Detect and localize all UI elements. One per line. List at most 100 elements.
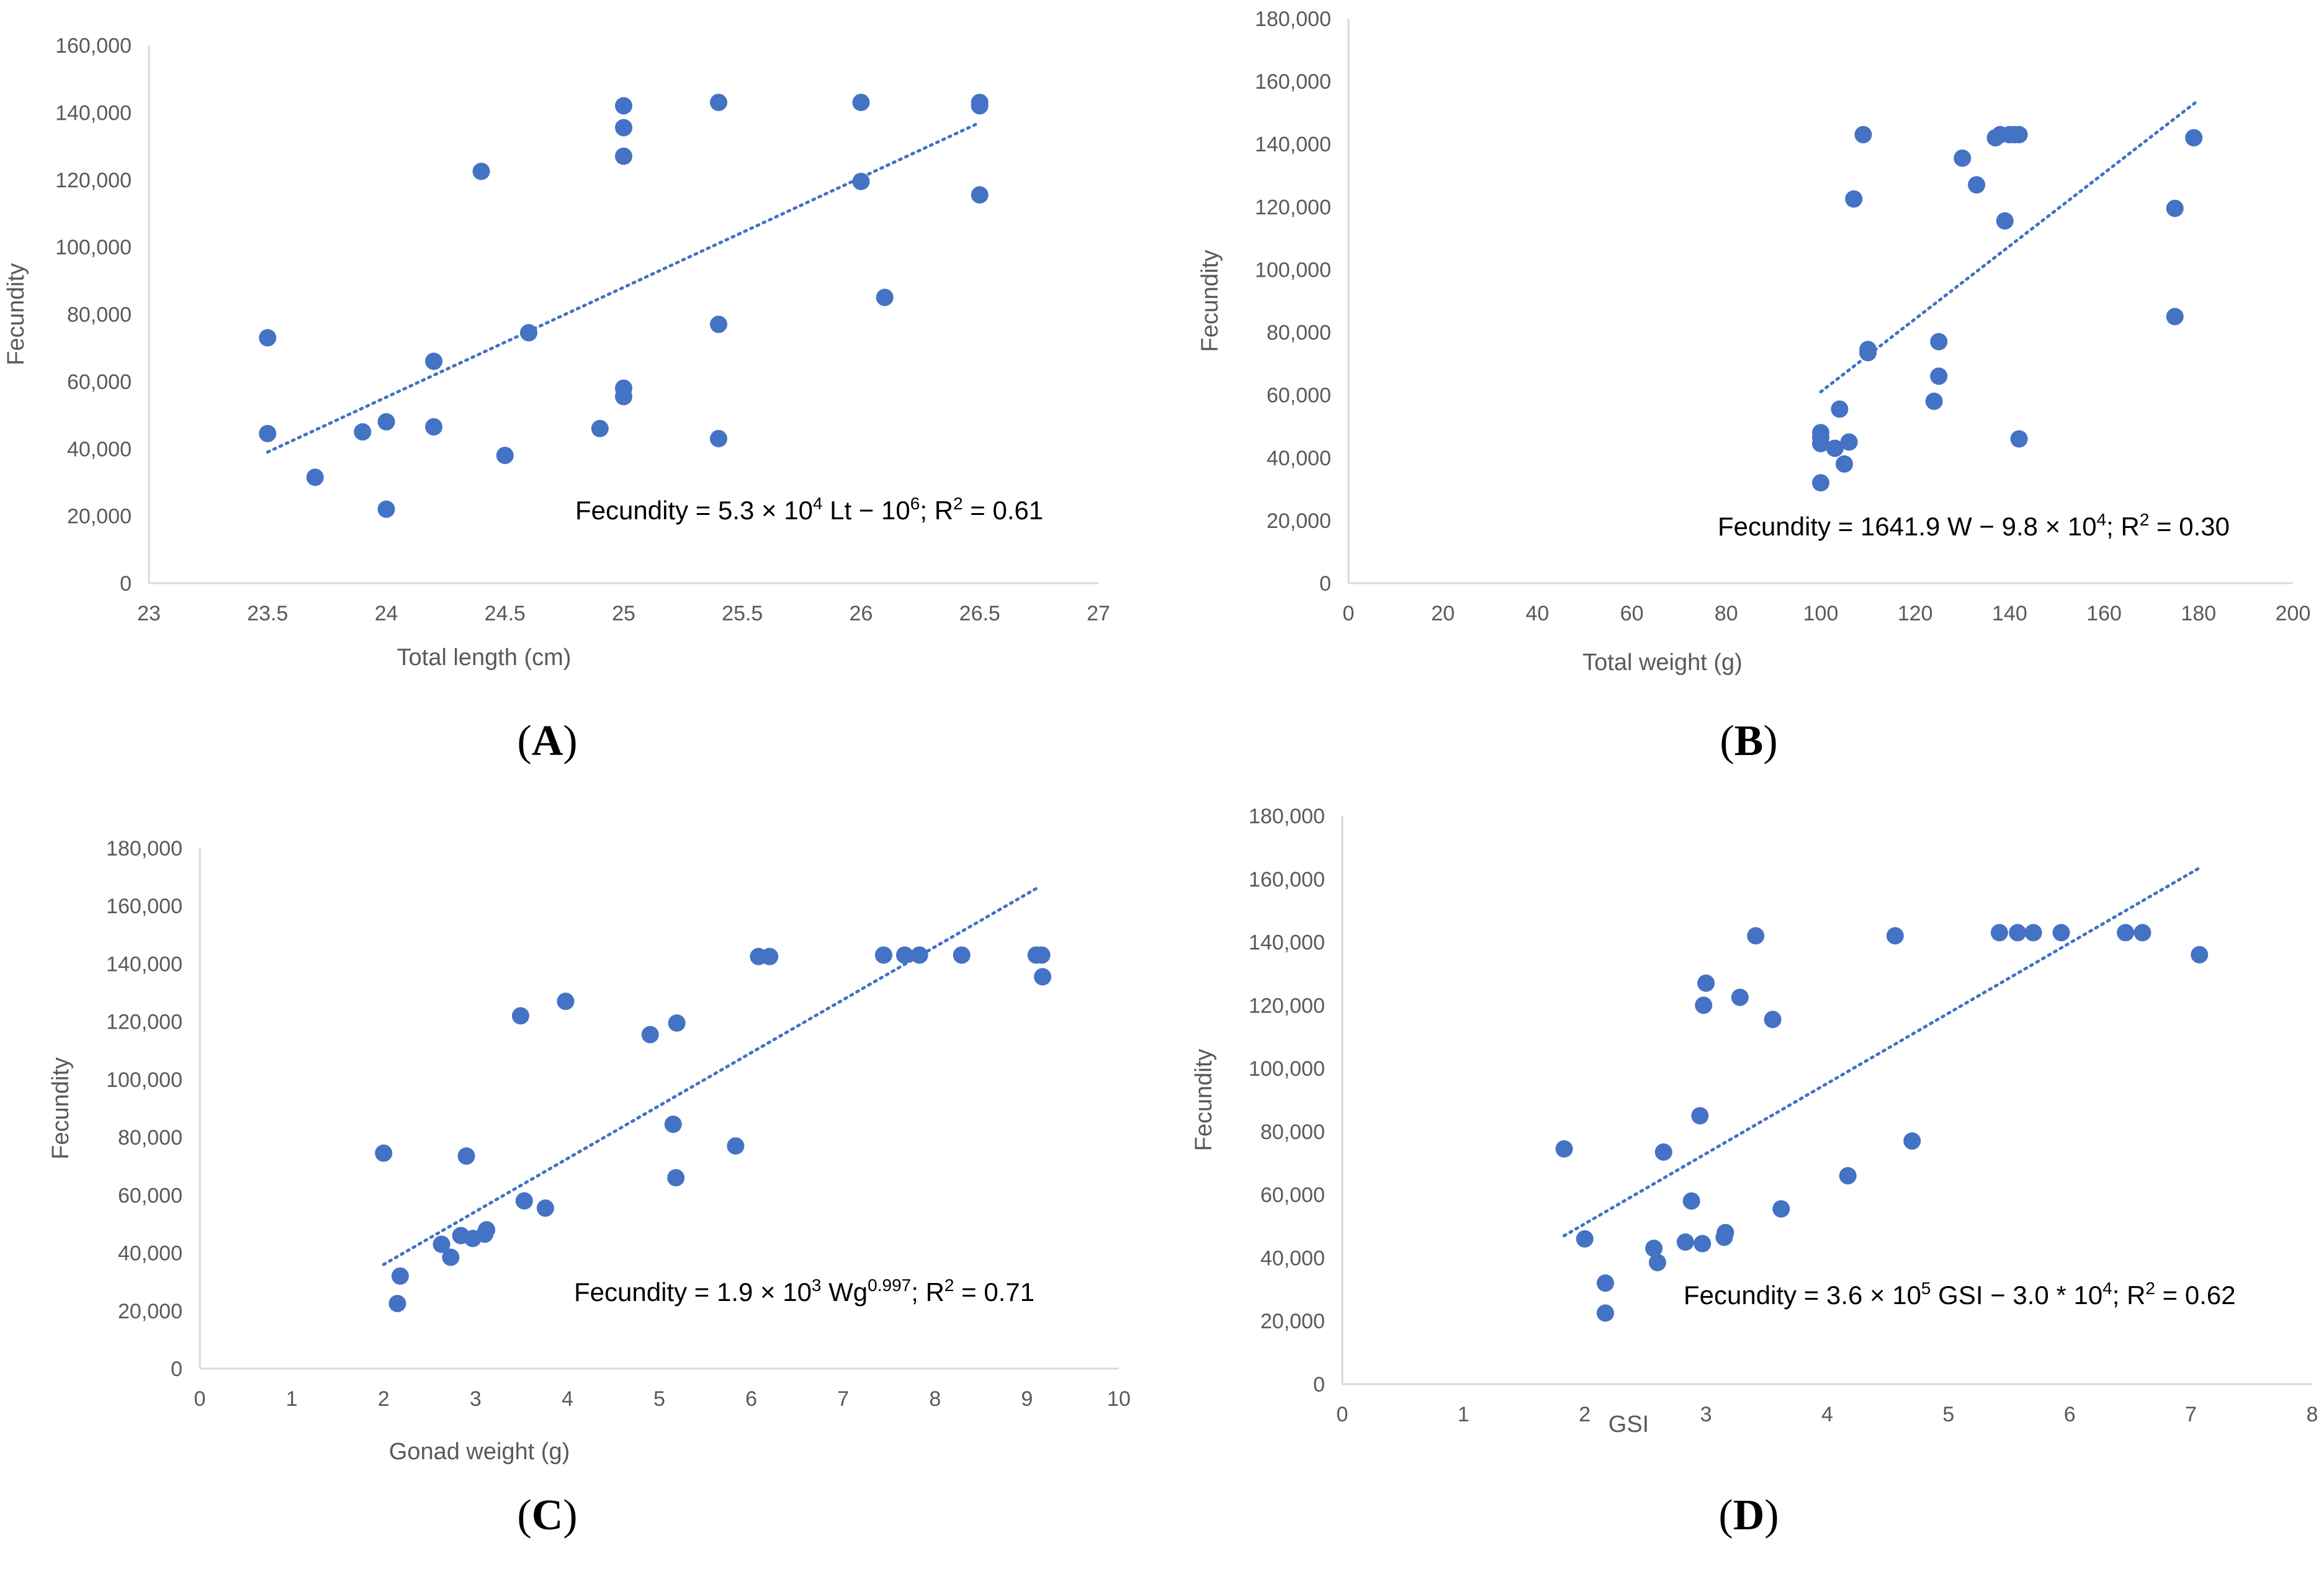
- data-point: [1812, 474, 1829, 492]
- data-point: [1731, 988, 1749, 1006]
- chart-panel-b: 0 20,000 40,000 60,000 80,000 100,000 120,000 1…: [1197, 7, 2310, 765]
- y-tick-label: 140,000: [106, 952, 182, 976]
- data-point: [511, 1007, 529, 1025]
- y-tick-label: 120,000: [55, 169, 132, 192]
- x-tick-label: 140: [1992, 602, 2027, 625]
- x-tick-label: 10: [1107, 1387, 1131, 1411]
- regression-equation: Fecundity = 1.9 × 103 Wg0.997; R2 = 0.71: [574, 1276, 1034, 1307]
- y-tick-label: 160,000: [1249, 868, 1325, 892]
- data-point: [874, 946, 892, 964]
- data-point: [1682, 1192, 1700, 1210]
- panel-paren: ): [563, 717, 577, 765]
- equation-text: = 0.30: [2149, 512, 2230, 541]
- data-point: [1854, 126, 1872, 144]
- equation-text: GSI − 3.0 * 10: [1931, 1281, 2103, 1310]
- x-axis-title: Gonad weight (g): [389, 1439, 570, 1465]
- data-point: [971, 97, 989, 115]
- y-tick-label: 0: [1319, 572, 1331, 596]
- trendline: [382, 887, 1038, 1266]
- x-tick-label: 80: [1715, 602, 1738, 625]
- regression-equation: Fecundity = 5.3 × 104 Lt − 106; R2 = 0.6…: [575, 494, 1043, 525]
- x-tick-label: 9: [1021, 1387, 1033, 1411]
- x-tick-label: 23.5: [247, 602, 288, 625]
- data-point: [1903, 1132, 1921, 1150]
- panel-paren: (: [517, 1491, 531, 1539]
- data-point: [2024, 924, 2042, 942]
- equation-text: Fecundity = 3.6 × 10: [1684, 1281, 1921, 1310]
- panel-paren: ): [563, 1491, 577, 1539]
- equation-superscript: 4: [2102, 1279, 2112, 1298]
- y-tick-label: 20,000: [67, 505, 132, 529]
- y-tick-label: 120,000: [106, 1011, 182, 1034]
- y-tick-label: 180,000: [106, 837, 182, 860]
- data-point: [710, 315, 727, 333]
- x-tick-label: 7: [837, 1387, 849, 1411]
- data-point: [515, 1192, 533, 1210]
- x-tick-label: 8: [2307, 1403, 2318, 1426]
- panel-label: (B): [1720, 717, 1777, 765]
- equation-text: Wg: [822, 1277, 868, 1307]
- x-tick-label: 1: [1458, 1403, 1469, 1426]
- data-point: [1033, 946, 1051, 964]
- data-point: [910, 946, 928, 964]
- x-axis-title: GSI: [1608, 1411, 1649, 1437]
- x-tick-label: 23: [137, 602, 161, 625]
- y-tick-label: 80,000: [118, 1126, 182, 1150]
- data-point: [536, 1199, 554, 1217]
- chart-panel-c: 0 20,000 40,000 60,000 80,000 100,000 120,000 1…: [48, 837, 1131, 1539]
- data-point: [1691, 1107, 1709, 1125]
- data-point: [2191, 945, 2209, 963]
- data-point: [1596, 1304, 1614, 1322]
- data-point: [433, 1235, 451, 1253]
- equation-text: Fecundity = 5.3 × 10: [575, 496, 813, 525]
- data-point: [354, 423, 372, 441]
- y-tick-label: 20,000: [1267, 509, 1331, 533]
- equation-text: ; R: [911, 1277, 944, 1307]
- y-tick-label: 0: [171, 1357, 182, 1381]
- x-tick-label: 180: [2181, 602, 2216, 625]
- data-point: [1836, 455, 1854, 473]
- y-tick-label: 120,000: [1255, 195, 1331, 219]
- y-axis-title: Fecundity: [1197, 250, 1223, 352]
- panel-paren: ): [1764, 1491, 1779, 1539]
- y-tick-label: 120,000: [1249, 994, 1325, 1017]
- data-point: [710, 94, 727, 112]
- data-point: [1645, 1240, 1663, 1258]
- equation-text: Fecundity = 1.9 × 10: [574, 1277, 812, 1307]
- x-tick-label: 6: [745, 1387, 757, 1411]
- data-point: [615, 147, 632, 165]
- x-tick-label: 8: [929, 1387, 941, 1411]
- y-tick-label: 160,000: [55, 34, 132, 58]
- y-tick-label: 60,000: [118, 1184, 182, 1207]
- data-point: [1648, 1254, 1666, 1272]
- data-point: [457, 1147, 475, 1165]
- equation-text: = 0.62: [2155, 1281, 2236, 1310]
- y-tick-label: 60,000: [67, 370, 132, 394]
- y-tick-label: 80,000: [67, 303, 132, 327]
- equation-text: ; R: [2112, 1281, 2146, 1310]
- x-tick-label: 160: [2086, 602, 2122, 625]
- data-point: [1886, 927, 1904, 945]
- x-tick-label: 0: [194, 1387, 206, 1411]
- data-point: [1654, 1143, 1672, 1161]
- data-point: [1839, 1167, 1857, 1185]
- x-tick-label: 100: [1803, 602, 1839, 625]
- data-point: [388, 1295, 406, 1313]
- equation-text: Fecundity = 1641.9 W − 9.8 × 10: [1718, 512, 2097, 541]
- x-tick-label: 24: [375, 602, 398, 625]
- data-point: [478, 1221, 496, 1239]
- equation-superscript: 2: [2145, 1279, 2155, 1298]
- equation-text: = 0.71: [954, 1277, 1035, 1307]
- x-tick-label: 25: [612, 602, 635, 625]
- x-tick-label: 27: [1087, 602, 1110, 625]
- y-tick-label: 0: [1313, 1373, 1325, 1397]
- data-point: [664, 1115, 682, 1133]
- data-point: [1697, 974, 1715, 992]
- data-point: [425, 352, 442, 370]
- x-tick-label: 6: [2064, 1403, 2076, 1426]
- y-tick-label: 100,000: [1249, 1057, 1325, 1081]
- data-point: [1676, 1233, 1694, 1251]
- data-point: [2166, 199, 2184, 217]
- data-point: [953, 946, 971, 964]
